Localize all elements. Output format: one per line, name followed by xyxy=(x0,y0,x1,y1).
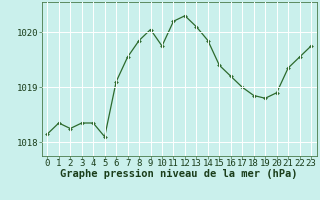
X-axis label: Graphe pression niveau de la mer (hPa): Graphe pression niveau de la mer (hPa) xyxy=(60,169,298,179)
